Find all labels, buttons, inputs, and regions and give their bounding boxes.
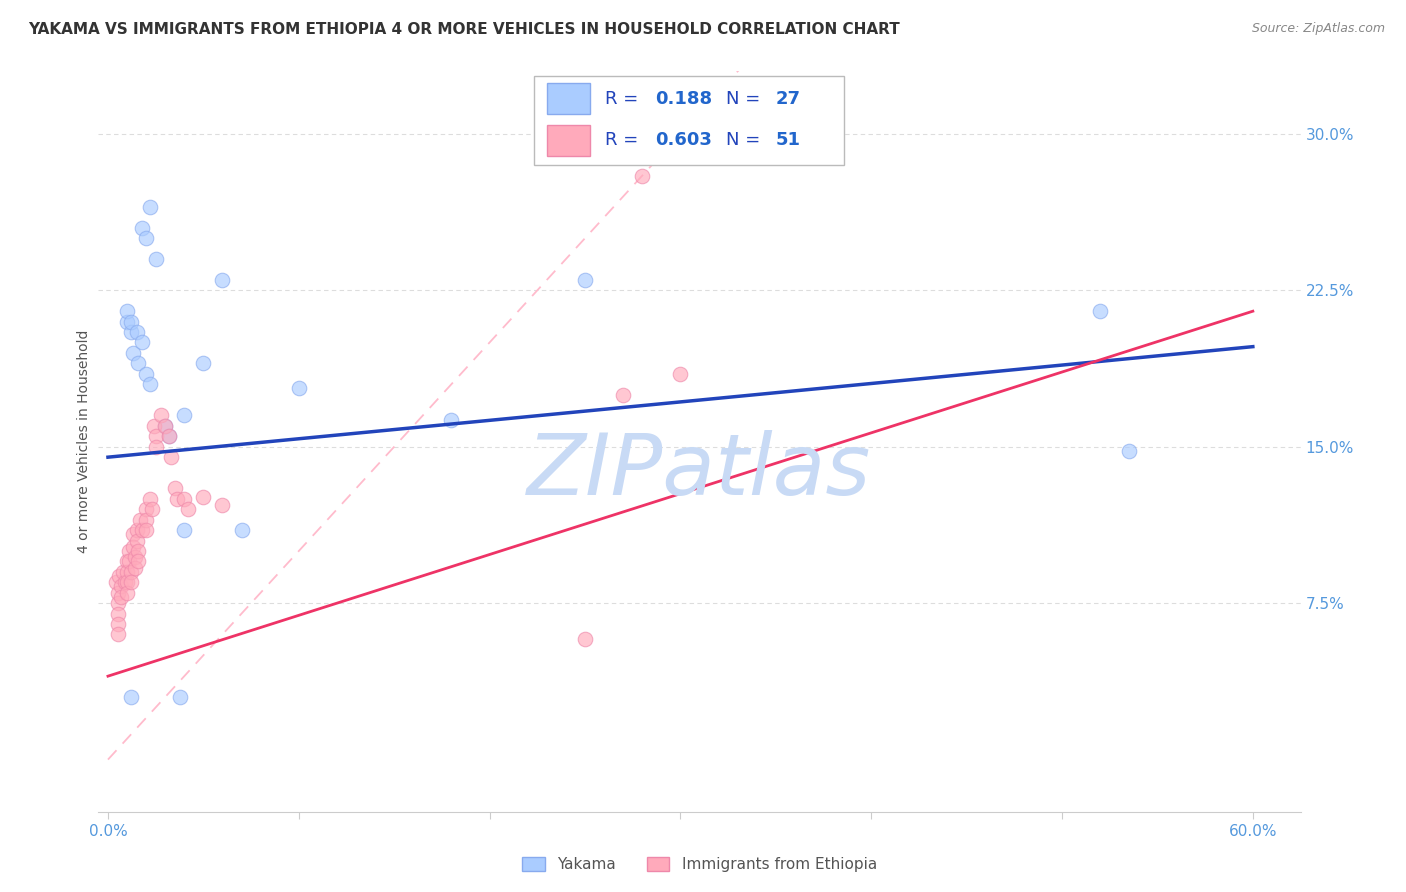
Point xyxy=(173,491,195,506)
Point xyxy=(574,273,596,287)
Point xyxy=(107,607,129,621)
Point xyxy=(125,523,148,537)
Point xyxy=(139,200,162,214)
Point xyxy=(108,569,131,583)
Text: YAKAMA VS IMMIGRANTS FROM ETHIOPIA 4 OR MORE VEHICLES IN HOUSEHOLD CORRELATION C: YAKAMA VS IMMIGRANTS FROM ETHIOPIA 4 OR … xyxy=(28,22,900,37)
Point xyxy=(118,554,141,568)
Point xyxy=(631,169,654,183)
Point xyxy=(150,409,173,423)
Point xyxy=(129,513,152,527)
Point xyxy=(155,418,177,433)
Point xyxy=(131,335,153,350)
Point xyxy=(193,356,215,370)
Point xyxy=(169,690,191,704)
Point xyxy=(1118,444,1140,458)
Text: N =: N = xyxy=(725,131,766,149)
Point xyxy=(110,590,132,604)
Point xyxy=(128,356,150,370)
Point xyxy=(142,418,165,433)
Point xyxy=(139,377,162,392)
Point xyxy=(107,586,129,600)
Point xyxy=(141,502,163,516)
Point xyxy=(574,632,596,646)
Point xyxy=(128,554,150,568)
Point xyxy=(112,565,135,579)
Point xyxy=(115,554,138,568)
Point xyxy=(128,544,150,558)
Point xyxy=(110,579,132,593)
Point xyxy=(120,690,142,704)
FancyBboxPatch shape xyxy=(534,76,844,165)
Point xyxy=(114,575,136,590)
Point xyxy=(135,367,157,381)
Point xyxy=(120,565,142,579)
Y-axis label: 4 or more Vehicles in Household: 4 or more Vehicles in Household xyxy=(77,330,91,553)
Point xyxy=(135,231,157,245)
Point xyxy=(211,498,233,512)
Point xyxy=(104,575,127,590)
Point xyxy=(145,252,167,266)
Point xyxy=(211,273,233,287)
Point xyxy=(669,367,692,381)
Point xyxy=(135,523,157,537)
Point xyxy=(115,304,138,318)
Point xyxy=(124,550,146,565)
FancyBboxPatch shape xyxy=(547,125,591,156)
Point xyxy=(124,560,146,574)
Text: 0.603: 0.603 xyxy=(655,131,711,149)
Point xyxy=(287,381,309,395)
Point xyxy=(173,409,195,423)
Point xyxy=(115,315,138,329)
Point xyxy=(115,575,138,590)
Point xyxy=(440,412,463,426)
Point xyxy=(160,450,183,465)
Point xyxy=(163,482,186,496)
Point xyxy=(1088,304,1111,318)
Text: 27: 27 xyxy=(776,90,800,108)
Text: 0.188: 0.188 xyxy=(655,90,711,108)
Text: ZIPatlas: ZIPatlas xyxy=(527,430,872,513)
Point xyxy=(121,346,143,360)
Point xyxy=(135,513,157,527)
Point xyxy=(612,387,634,401)
Point xyxy=(125,533,148,548)
Point xyxy=(135,502,157,516)
Point xyxy=(118,544,141,558)
Point xyxy=(139,491,162,506)
Text: R =: R = xyxy=(606,131,644,149)
Point xyxy=(120,315,142,329)
Point xyxy=(155,418,177,433)
Text: R =: R = xyxy=(606,90,644,108)
Point xyxy=(173,523,195,537)
Point xyxy=(120,575,142,590)
Point xyxy=(121,527,143,541)
Point xyxy=(125,325,148,339)
Text: 51: 51 xyxy=(776,131,800,149)
Point xyxy=(121,540,143,554)
Point xyxy=(115,565,138,579)
Point xyxy=(231,523,253,537)
Point xyxy=(115,586,138,600)
Legend: Yakama, Immigrants from Ethiopia: Yakama, Immigrants from Ethiopia xyxy=(516,851,883,878)
Point xyxy=(107,627,129,641)
Text: N =: N = xyxy=(725,90,766,108)
Point xyxy=(107,596,129,610)
Point xyxy=(131,523,153,537)
Point xyxy=(193,490,215,504)
Point xyxy=(107,617,129,632)
Point xyxy=(145,429,167,443)
Point xyxy=(177,502,200,516)
Point xyxy=(157,429,180,443)
Point xyxy=(157,429,180,443)
Point xyxy=(131,220,153,235)
Point xyxy=(120,325,142,339)
Text: Source: ZipAtlas.com: Source: ZipAtlas.com xyxy=(1251,22,1385,36)
Point xyxy=(145,440,167,454)
Point xyxy=(166,491,188,506)
FancyBboxPatch shape xyxy=(547,83,591,114)
